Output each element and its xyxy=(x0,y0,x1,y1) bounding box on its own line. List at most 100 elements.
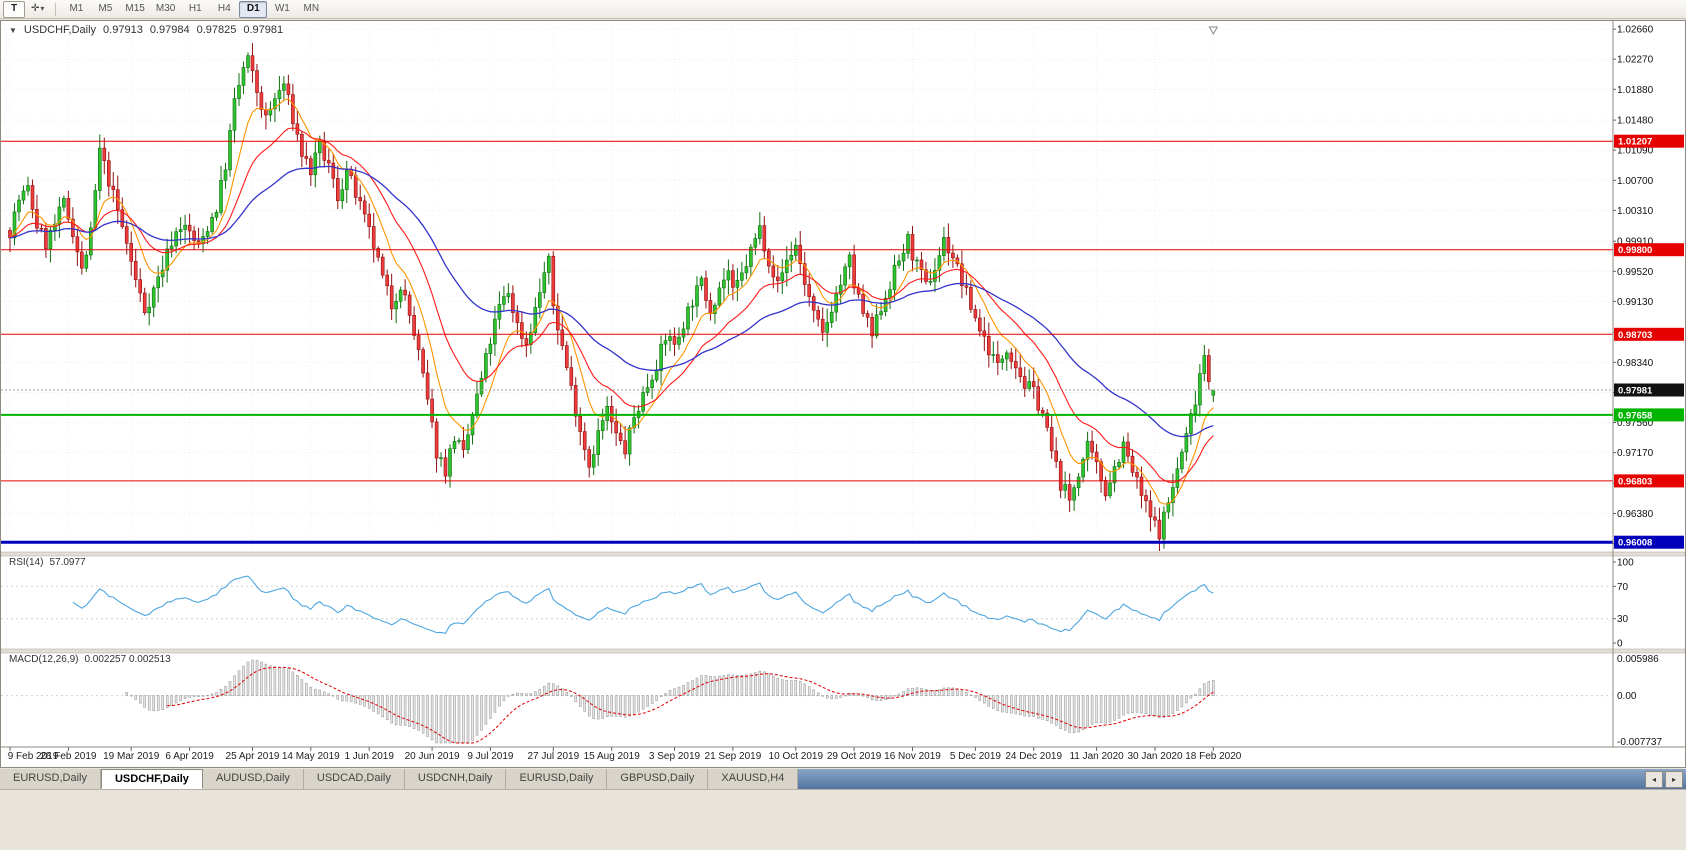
current-price-badge xyxy=(1614,383,1684,397)
chart-shift-marker[interactable] xyxy=(1208,26,1219,36)
candles-layer xyxy=(8,43,1216,551)
price-badge-0.96803 xyxy=(1614,474,1684,488)
price-badges: 1.01207 0.99800 0.98703 0.96803 0.97658 0.960… xyxy=(1614,134,1684,549)
svg-text:1 Jun 2019: 1 Jun 2019 xyxy=(344,751,394,762)
svg-text:3 Sep 2019: 3 Sep 2019 xyxy=(649,751,701,762)
svg-text:-0.007737: -0.007737 xyxy=(1617,737,1662,748)
time-scale-labels: 9 Feb 201928 Feb 2019 19 Mar 2019 6 Apr 20… xyxy=(8,747,1242,762)
svg-text:0.00: 0.00 xyxy=(1617,691,1637,702)
svg-text:1.01090: 1.01090 xyxy=(1617,146,1654,157)
price-scale[interactable] xyxy=(1613,21,1685,747)
svg-text:0.005986: 0.005986 xyxy=(1617,654,1659,665)
timeframe-button-d1[interactable]: D1 xyxy=(239,0,268,18)
svg-text:1.00310: 1.00310 xyxy=(1617,206,1654,217)
timeframe-button-m1[interactable]: M1 xyxy=(69,3,84,14)
svg-text:9 Jul 2019: 9 Jul 2019 xyxy=(467,751,514,762)
svg-text:21 Sep 2019: 21 Sep 2019 xyxy=(705,751,762,762)
svg-text:0.96803: 0.96803 xyxy=(1618,476,1652,487)
timeframe-button-m30[interactable]: M30 xyxy=(155,3,176,14)
text-tool-button[interactable]: T xyxy=(3,0,25,18)
timeframe-button-m5[interactable]: M5 xyxy=(98,3,113,14)
chart-tab-eurusd-daily[interactable]: EURUSD,Daily xyxy=(506,769,608,789)
svg-text:0.99130: 0.99130 xyxy=(1617,297,1654,308)
svg-text:0.96380: 0.96380 xyxy=(1617,509,1654,520)
timeframe-button-mn[interactable]: MN xyxy=(303,3,320,14)
svg-text:5 Dec 2019: 5 Dec 2019 xyxy=(950,751,1002,762)
svg-text:14 May 2019: 14 May 2019 xyxy=(282,751,340,762)
toolbar-separator xyxy=(55,2,57,16)
price-badge-0.98703 xyxy=(1614,327,1684,341)
chart-tab-xauusd-h4[interactable]: XAUUSD,H4 xyxy=(708,769,799,789)
rsi-pane-splitter[interactable] xyxy=(1,551,1685,557)
time-scale[interactable] xyxy=(1,747,1685,767)
svg-text:11 Jan 2020: 11 Jan 2020 xyxy=(1069,751,1124,762)
svg-text:70: 70 xyxy=(1617,582,1629,593)
svg-text:0.97170: 0.97170 xyxy=(1617,448,1654,459)
svg-text:16 Nov 2019: 16 Nov 2019 xyxy=(884,751,941,762)
tab-bar-filler: ◂ ▸ xyxy=(798,769,1686,789)
svg-text:30: 30 xyxy=(1617,614,1629,625)
svg-text:19 Mar 2019: 19 Mar 2019 xyxy=(103,751,160,762)
chart-canvas[interactable]: 1.02660 1.02270 1.01880 1.01480 1.01090 1.007… xyxy=(1,21,1685,767)
crosshair-icon: ✛ xyxy=(31,3,40,14)
svg-text:0.99910: 0.99910 xyxy=(1617,237,1654,248)
macd-pane-splitter[interactable] xyxy=(1,648,1685,654)
chart-tab-usdchf-daily[interactable]: USDCHF,Daily xyxy=(100,769,203,789)
chart-window: 1.02660 1.02270 1.01880 1.01480 1.01090 1.007… xyxy=(0,20,1686,768)
timeframe-button-h1[interactable]: H1 xyxy=(188,3,202,14)
ma-slow-line xyxy=(9,165,1214,438)
svg-text:1.02660: 1.02660 xyxy=(1617,25,1654,36)
svg-text:18 Feb 2020: 18 Feb 2020 xyxy=(1185,751,1242,762)
rsi-pane: 100 70 30 0 xyxy=(1,558,1634,650)
macd-signal-line xyxy=(167,666,1214,744)
svg-text:0.99520: 0.99520 xyxy=(1617,267,1654,278)
chart-tab-gbpusd-daily[interactable]: GBPUSD,Daily xyxy=(607,769,709,789)
svg-text:6 Apr 2019: 6 Apr 2019 xyxy=(165,751,214,762)
chart-tab-usdcnh-daily[interactable]: USDCNH,Daily xyxy=(404,769,507,789)
svg-text:0.99800: 0.99800 xyxy=(1618,245,1652,256)
svg-text:28 Feb 2019: 28 Feb 2019 xyxy=(40,751,97,762)
grid-layer xyxy=(1,26,1613,549)
timeframe-button-m15[interactable]: M15 xyxy=(125,3,145,14)
svg-text:0.97981: 0.97981 xyxy=(1618,386,1653,397)
price-badge-0.96008 xyxy=(1614,535,1684,549)
tab-scroll-left-button[interactable]: ◂ xyxy=(1645,770,1663,788)
svg-text:27 Jul 2019: 27 Jul 2019 xyxy=(527,751,579,762)
svg-text:1.01880: 1.01880 xyxy=(1617,85,1654,96)
crosshair-tool-button[interactable]: ✛ ▾ xyxy=(26,1,49,18)
chevron-down-icon: ▾ xyxy=(40,4,45,13)
chart-tabs: EURUSD,Daily USDCHF,Daily AUDUSD,Daily USDC… xyxy=(0,769,799,789)
top-toolbar: T ✛ ▾ M1 M5 M15 M30 H1 H4 D1 W1 MN xyxy=(0,0,1686,19)
svg-text:1.02270: 1.02270 xyxy=(1617,55,1654,66)
chart-tab-audusd-daily[interactable]: AUDUSD,Daily xyxy=(202,769,304,789)
svg-text:1.00700: 1.00700 xyxy=(1617,176,1654,187)
svg-text:24 Dec 2019: 24 Dec 2019 xyxy=(1005,751,1062,762)
ma-mid-line xyxy=(9,127,1214,484)
chart-tab-eurusd-daily[interactable]: EURUSD,Daily xyxy=(0,769,101,789)
timeframe-button-h4[interactable]: H4 xyxy=(217,3,231,14)
svg-text:20 Jun 2019: 20 Jun 2019 xyxy=(405,751,460,762)
svg-text:1.01207: 1.01207 xyxy=(1618,137,1652,148)
svg-text:0.98340: 0.98340 xyxy=(1617,358,1654,369)
price-badge-0.99800 xyxy=(1614,243,1684,257)
svg-text:1.01480: 1.01480 xyxy=(1617,116,1654,127)
svg-text:9 Feb 2019: 9 Feb 2019 xyxy=(8,751,59,762)
svg-text:0: 0 xyxy=(1617,639,1623,650)
svg-text:25 Apr 2019: 25 Apr 2019 xyxy=(226,751,280,762)
svg-text:29 Oct 2019: 29 Oct 2019 xyxy=(827,751,882,762)
ma-fast-line xyxy=(9,98,1214,505)
svg-text:15 Aug 2019: 15 Aug 2019 xyxy=(584,751,641,762)
svg-text:30 Jan 2020: 30 Jan 2020 xyxy=(1127,751,1182,762)
svg-text:10 Oct 2019: 10 Oct 2019 xyxy=(769,751,824,762)
timeframe-button-group: M1 M5 M15 M30 H1 H4 D1 W1 MN xyxy=(62,0,325,18)
tab-scroll-right-button[interactable]: ▸ xyxy=(1665,770,1683,788)
svg-text:0.96008: 0.96008 xyxy=(1618,538,1652,549)
macd-pane: 0.005986 0.00 -0.007737 xyxy=(1,654,1662,748)
timeframe-button-w1[interactable]: W1 xyxy=(274,3,290,14)
chart-tab-bar: EURUSD,Daily USDCHF,Daily AUDUSD,Daily USDC… xyxy=(0,769,1686,790)
window-bottom-strip xyxy=(0,790,1686,850)
chart-tab-usdcad-daily[interactable]: USDCAD,Daily xyxy=(303,769,405,789)
svg-text:100: 100 xyxy=(1617,558,1634,569)
rsi-line xyxy=(72,575,1214,634)
svg-text:0.97560: 0.97560 xyxy=(1617,418,1654,429)
